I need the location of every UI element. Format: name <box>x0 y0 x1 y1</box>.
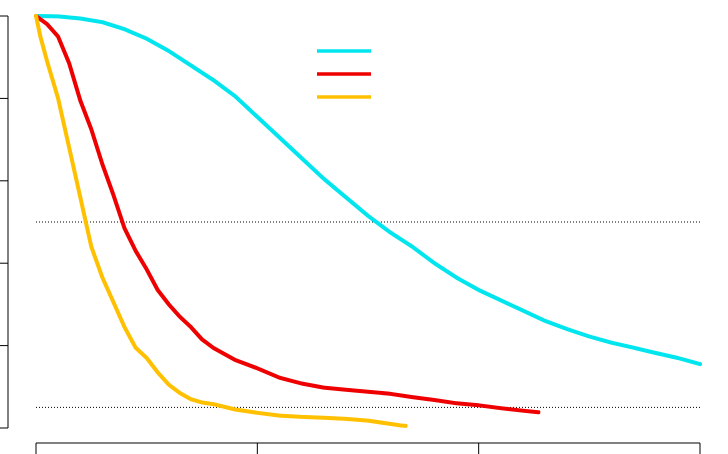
series-line-1 <box>34 14 702 367</box>
legend <box>317 49 371 99</box>
series-line-3 <box>34 14 408 428</box>
series-line-2 <box>34 14 541 415</box>
series-lines <box>34 14 702 428</box>
axes <box>0 15 701 454</box>
